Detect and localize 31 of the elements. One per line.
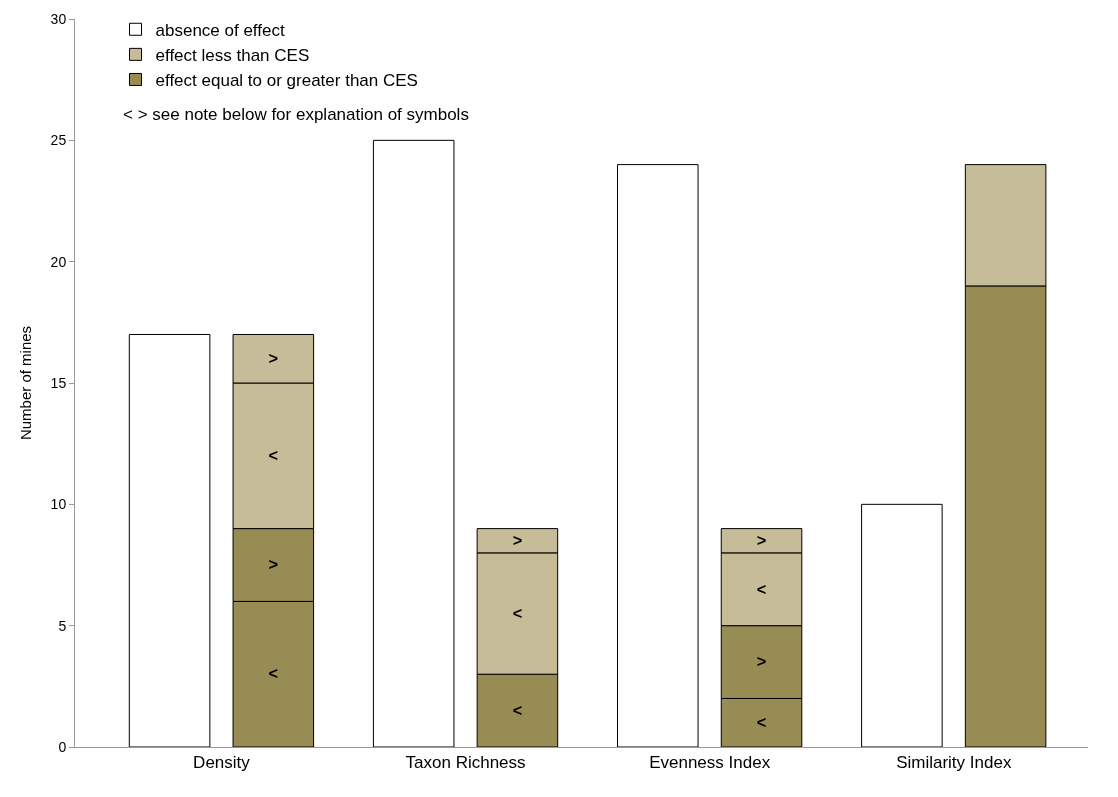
y-tick-label: 0 — [58, 738, 67, 755]
data-label: > — [268, 349, 279, 368]
y-axis-title: Number of mines — [16, 325, 34, 441]
data-label: < — [268, 446, 279, 465]
data-label: < — [512, 603, 523, 622]
y-tick-label: 15 — [50, 374, 67, 391]
bar — [372, 139, 455, 747]
data-label: < — [756, 579, 767, 598]
x-tick-label: Taxon Richness — [405, 753, 526, 773]
data-label: > — [756, 531, 767, 550]
bar — [617, 164, 699, 747]
data-label: > — [512, 531, 523, 550]
x-tick-label: Density — [193, 753, 251, 773]
data-label: < — [756, 713, 767, 732]
y-tick-label: 20 — [50, 253, 67, 270]
data-label: > — [756, 652, 767, 671]
bar — [861, 503, 943, 747]
legend-label: effect equal to or greater than CES — [155, 71, 418, 91]
legend-label: effect less than CES — [155, 46, 310, 65]
data-label: > — [268, 555, 279, 574]
y-tick-label: 30 — [50, 10, 67, 27]
x-tick-label: Similarity Index — [896, 753, 1012, 773]
data-label: < — [512, 700, 523, 719]
bar — [128, 333, 211, 747]
x-tick-label: Evenness Index — [649, 753, 771, 773]
y-tick-label: 25 — [50, 132, 67, 149]
legend-label: absence of effect — [155, 20, 285, 40]
y-tick-label: 10 — [50, 496, 67, 513]
y-tick-label: 5 — [58, 617, 67, 634]
data-label: < — [268, 664, 279, 683]
annotation: < > see note below for explanation of symbols — [123, 105, 469, 124]
